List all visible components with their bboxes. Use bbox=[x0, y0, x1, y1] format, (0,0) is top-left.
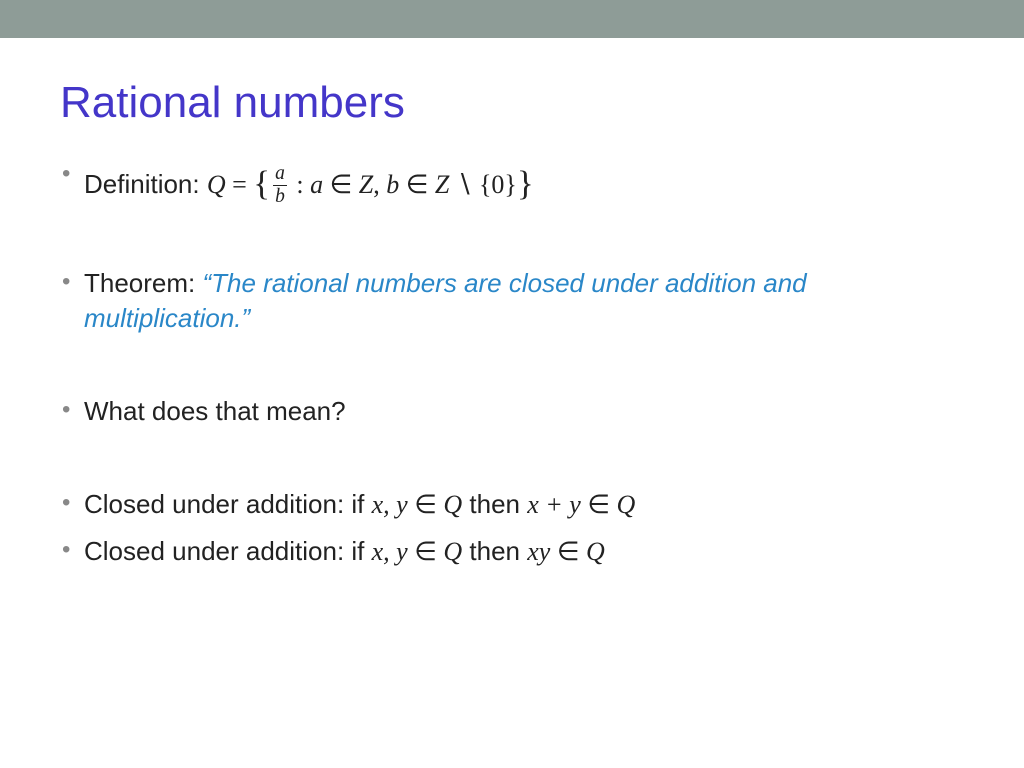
bullet-closed-multiplication: Closed under addition: if x, y ∈ Q then … bbox=[60, 534, 964, 569]
bullet-closed-addition: Closed under addition: if x, y ∈ Q then … bbox=[60, 487, 964, 522]
slide-title: Rational numbers bbox=[60, 78, 964, 128]
bullet-list: Definition: Q = {ab : a ∈ Z, b ∈ Z ∖ {0}… bbox=[60, 158, 964, 570]
spacer bbox=[60, 441, 964, 475]
closed-mult-math: x, y ∈ Q bbox=[372, 537, 463, 566]
bullet-definition: Definition: Q = {ab : a ∈ Z, b ∈ Z ∖ {0}… bbox=[60, 158, 964, 208]
closed-addition-math: x, y ∈ Q bbox=[372, 490, 463, 519]
definition-label: Definition: bbox=[84, 169, 207, 199]
bullet-theorem: Theorem: “The rational numbers are close… bbox=[60, 266, 964, 336]
spacer bbox=[60, 220, 964, 254]
bullet-question: What does that mean? bbox=[60, 394, 964, 429]
spacer bbox=[60, 348, 964, 382]
closed-mult-label: Closed under addition: if bbox=[84, 536, 372, 566]
slide-content: Rational numbers Definition: Q = {ab : a… bbox=[0, 38, 1024, 570]
theorem-label: Theorem: bbox=[84, 268, 203, 298]
top-bar bbox=[0, 0, 1024, 38]
closed-addition-label: Closed under addition: if bbox=[84, 489, 372, 519]
definition-math: Q = {ab : a ∈ Z, b ∈ Z ∖ {0}} bbox=[207, 170, 534, 199]
fraction: ab bbox=[273, 164, 287, 206]
